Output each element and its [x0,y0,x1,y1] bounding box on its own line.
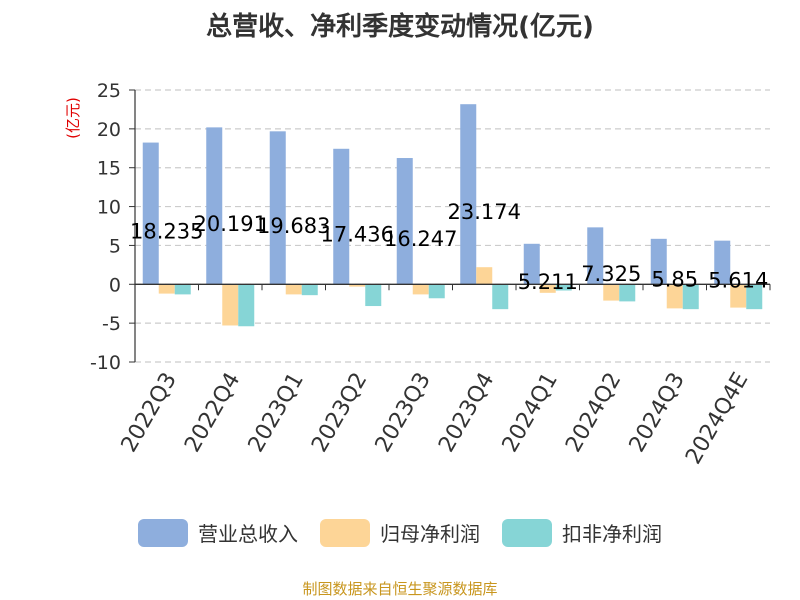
revenue-data-label: 5.614 [708,268,768,292]
revenue-data-label: 19.683 [257,214,330,238]
bar-revenue[interactable] [587,227,604,285]
legend-item-revenue[interactable]: 营业总收入 [138,518,298,547]
legend-swatch-revenue [138,518,188,547]
x-tick-label: 2024Q3 [625,369,690,457]
legend: 营业总收入 归母净利润 扣非净利润 [0,518,800,547]
bar-deducted-profit[interactable] [746,284,763,310]
bar-deducted-profit[interactable] [619,284,636,302]
revenue-data-label: 23.174 [448,200,521,224]
bar-net-profit[interactable] [158,284,175,294]
bar-revenue[interactable] [206,127,223,285]
x-tick-label: 2023Q2 [307,369,372,457]
bar-revenue[interactable] [396,158,413,285]
x-tick-label: 2024Q1 [498,369,563,457]
revenue-data-label: 16.247 [384,227,457,251]
revenue-data-label: 5.85 [651,268,698,292]
bar-net-profit[interactable] [412,284,429,295]
bar-revenue[interactable] [269,131,286,285]
bar-net-profit[interactable] [349,284,366,287]
legend-item-net-profit[interactable]: 归母净利润 [320,518,480,547]
bar-deducted-profit[interactable] [492,284,509,310]
y-tick-label: 5 [109,235,121,257]
x-tick-label: 2024Q4E [681,369,753,469]
revenue-data-label: 20.191 [194,212,267,236]
x-tick-label: 2022Q4 [180,369,245,457]
y-tick-label: 20 [97,119,121,141]
bar-net-profit[interactable] [476,267,493,285]
x-tick-label: 2023Q3 [371,369,436,457]
bar-deducted-profit[interactable] [238,284,255,327]
y-tick-label: 0 [109,274,121,296]
bar-deducted-profit[interactable] [174,284,191,295]
bar-net-profit[interactable] [539,284,556,293]
legend-label-revenue: 营业总收入 [198,522,298,546]
source-note: 制图数据来自恒生聚源数据库 [302,580,498,598]
bar-net-profit[interactable] [603,284,620,301]
bar-revenue[interactable] [523,243,540,285]
legend-label-deducted-profit: 扣非净利润 [562,522,662,546]
bar-deducted-profit[interactable] [555,284,572,291]
x-tick-label: 2023Q4 [434,369,499,457]
y-tick-label: 25 [97,80,121,102]
bar-revenue[interactable] [460,104,477,285]
bar-net-profit[interactable] [666,284,683,309]
x-tick-label: 2024Q2 [561,369,626,457]
bars [142,104,763,327]
bar-revenue[interactable] [333,148,350,285]
bar-net-profit[interactable] [285,284,302,295]
bar-deducted-profit[interactable] [301,284,318,296]
y-tick-label: -10 [90,352,121,374]
legend-swatch-net-profit [320,518,370,547]
legend-label-net-profit: 归母净利润 [380,522,480,546]
x-tick-label: 2022Q3 [117,369,182,457]
bar-net-profit[interactable] [222,284,239,326]
revenue-data-label: 5.211 [518,270,578,294]
x-tick-label: 2023Q1 [244,369,309,457]
y-tick-label: 10 [97,197,121,219]
bar-deducted-profit[interactable] [682,284,699,310]
revenue-data-label: 7.325 [581,262,641,286]
revenue-data-label: 18.235 [130,219,203,243]
y-tick-label: -5 [102,313,121,335]
bar-deducted-profit[interactable] [428,284,445,299]
revenue-data-label: 17.436 [321,223,394,247]
bar-revenue[interactable] [142,142,159,285]
bar-deducted-profit[interactable] [365,284,382,307]
bar-revenue[interactable] [714,240,731,285]
chart-title: 总营收、净利季度变动情况(亿元) [206,12,594,42]
legend-swatch-deducted-profit [502,518,552,547]
y-axis-label: (亿元) [64,97,82,139]
bar-revenue[interactable] [650,238,667,285]
y-tick-label: 15 [97,158,121,180]
bar-net-profit[interactable] [730,284,747,308]
legend-item-deducted-profit[interactable]: 扣非净利润 [502,518,662,547]
